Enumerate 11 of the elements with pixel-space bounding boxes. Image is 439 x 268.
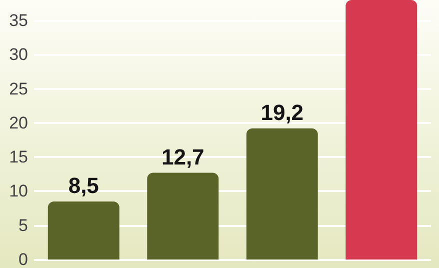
data-label: 8,5	[68, 172, 99, 198]
y-tick-label: 20	[9, 113, 28, 132]
y-tick-label: 25	[9, 79, 28, 98]
y-tick-label: 30	[9, 45, 28, 64]
y-tick-label: 0	[18, 250, 28, 268]
y-tick-label: 35	[9, 10, 28, 30]
y-tick-label: 15	[9, 148, 28, 167]
data-label: 19,2	[260, 100, 304, 125]
y-tick-label: 10	[9, 182, 28, 201]
y-tick-label: 5	[18, 216, 28, 235]
data-label: 12,7	[161, 144, 204, 170]
